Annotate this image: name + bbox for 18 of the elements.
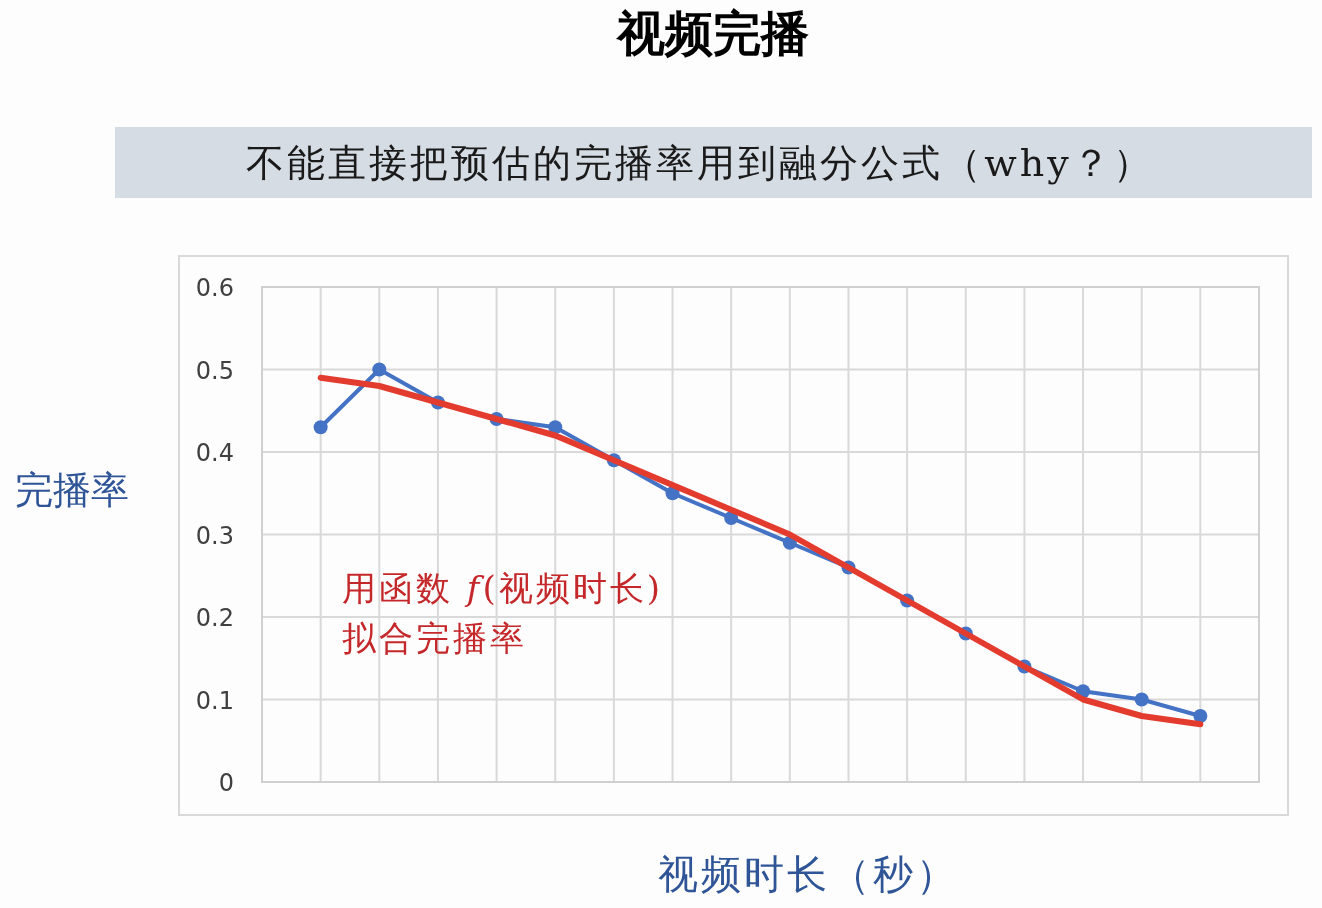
y-axis-title: 完播率 xyxy=(15,468,129,512)
annotation: 拟合完播率 xyxy=(342,618,527,658)
point xyxy=(1193,709,1208,723)
x-axis-title: 视频时长（秒） xyxy=(657,851,959,897)
point xyxy=(548,420,563,435)
y-tick-label: 0.4 xyxy=(195,439,234,467)
y-tick-label: 0.6 xyxy=(195,274,234,302)
point xyxy=(372,362,387,377)
y-tick-label: 0.2 xyxy=(195,604,234,632)
annotation: 用函数 f(视频时长) xyxy=(342,568,663,608)
chart-subtitle: 不能直接把预估的完播率用到融分公式（why？） xyxy=(246,141,1154,185)
point xyxy=(1134,692,1149,707)
y-tick-label: 0.3 xyxy=(195,521,234,550)
y-tick-label: 0 xyxy=(218,769,234,797)
y-tick-label: 0.5 xyxy=(195,356,234,385)
chart-title: 视频完播 xyxy=(615,5,809,61)
point xyxy=(313,420,328,435)
y-tick-label: 0.1 xyxy=(195,686,234,715)
